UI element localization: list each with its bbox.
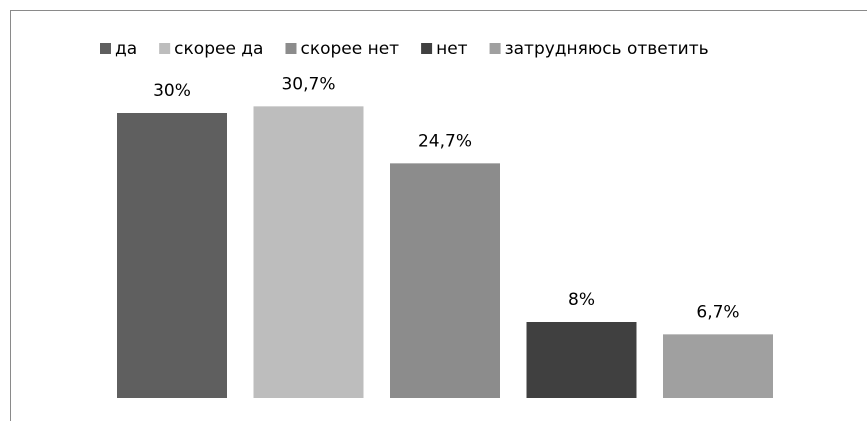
legend-swatch [421, 43, 433, 54]
bar [117, 113, 227, 398]
data-label: 24,7% [418, 131, 472, 151]
bar [390, 163, 500, 398]
legend-label: нет [436, 39, 468, 59]
bar [253, 106, 364, 398]
legend-label: скорее да [174, 39, 263, 59]
chart-frame [10, 10, 867, 421]
legend-label: да [115, 39, 137, 59]
data-label: 8% [568, 290, 595, 310]
legend-swatch [100, 43, 111, 54]
data-label: 30% [153, 81, 191, 101]
legend-label: затрудняюсь ответить [505, 39, 709, 59]
bar [663, 334, 773, 398]
legend-swatch [285, 43, 297, 54]
data-label: 6,7% [696, 302, 739, 322]
bar [526, 322, 637, 398]
legend-swatch [489, 43, 501, 54]
legend-swatch [159, 43, 171, 54]
data-label: 30,7% [281, 74, 335, 94]
legend-label: скорее нет [300, 39, 399, 59]
